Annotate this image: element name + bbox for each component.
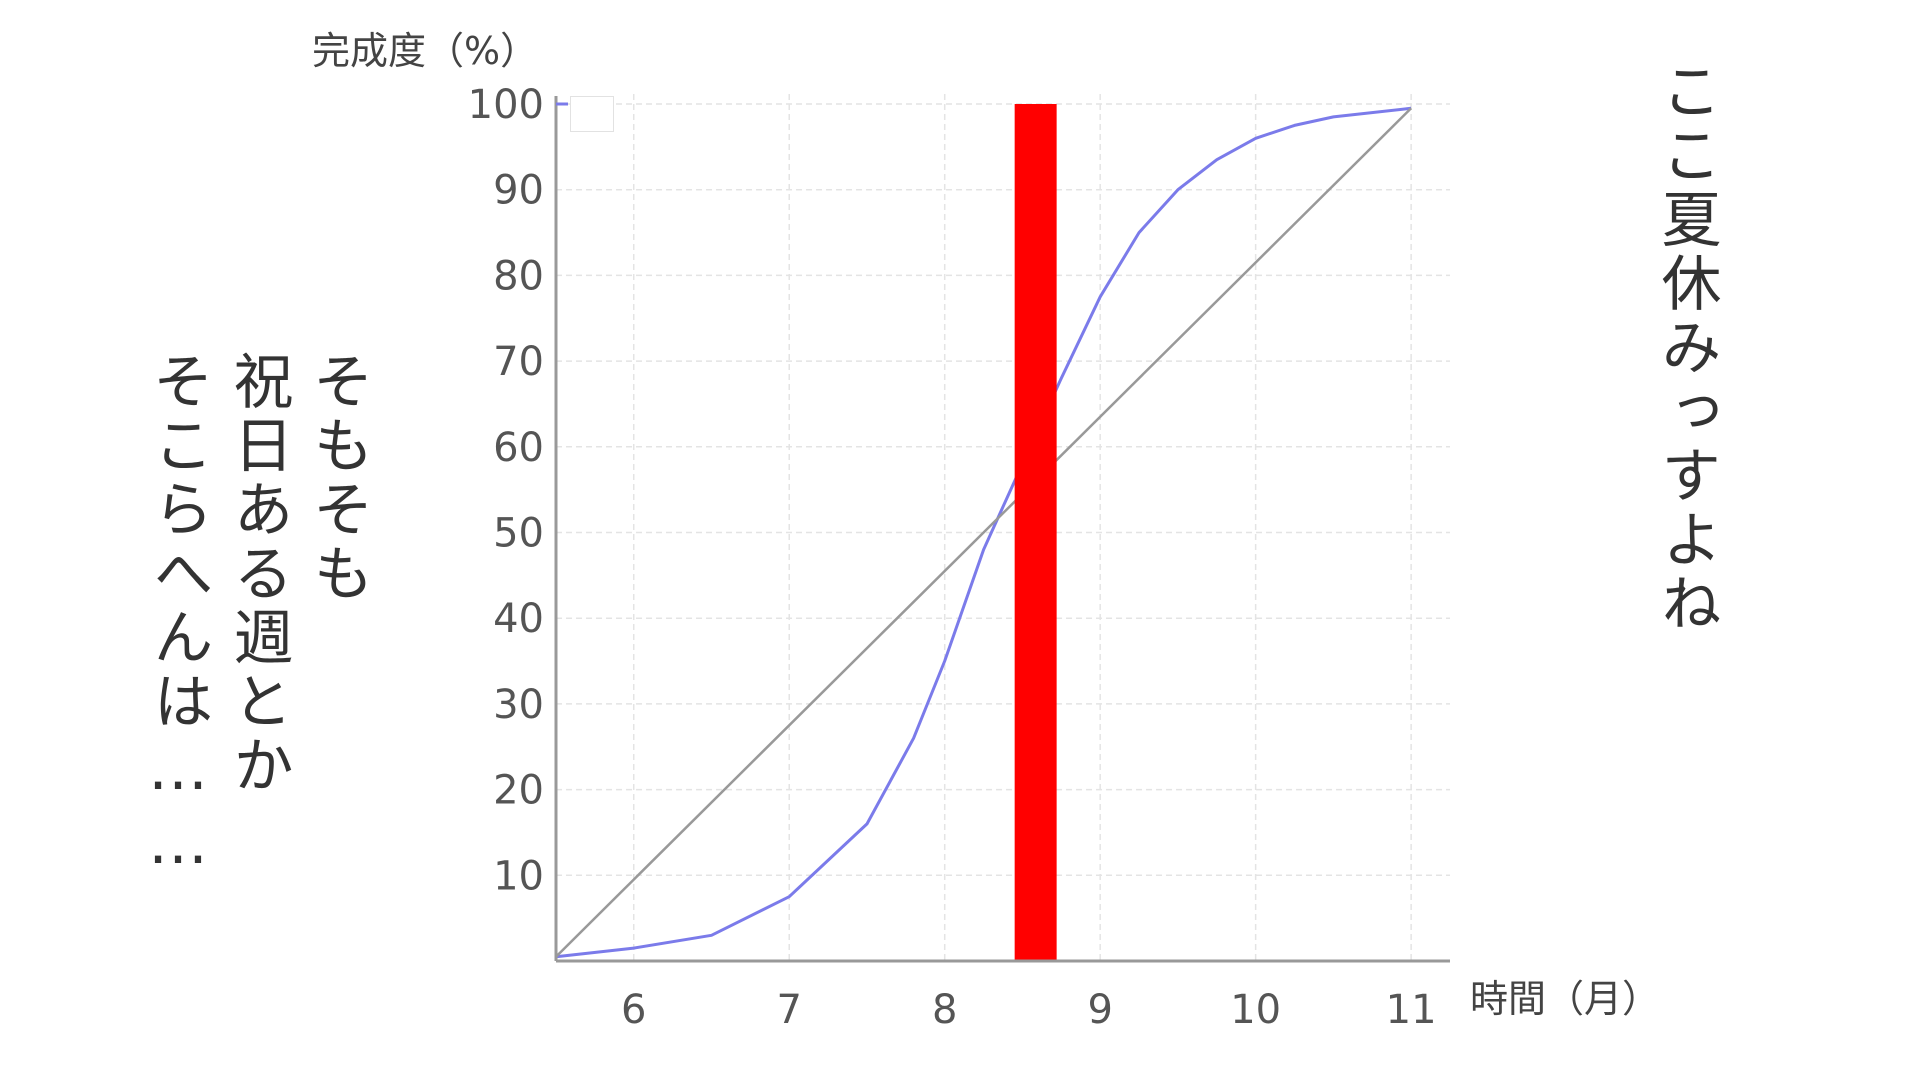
x-axis-title: 時間（月） [1470, 977, 1660, 1021]
y-tick-label: 40 [493, 596, 544, 642]
highlight-band-group [1014, 104, 1057, 961]
y-tick-label: 70 [493, 339, 544, 385]
y-tick-label: 100 [468, 82, 544, 128]
highlight-band [1014, 104, 1057, 961]
note-left-line-2: 祝日ある週とか [223, 350, 293, 798]
y-ticks: 10 20 30 40 50 60 70 80 90 100 [468, 82, 568, 899]
x-tick-label: 9 [1087, 987, 1112, 1033]
y-tick-label: 60 [493, 425, 544, 471]
y-tick-label: 20 [493, 768, 544, 814]
note-right: ここ夏休みっすよね [1651, 60, 1721, 636]
x-ticks: 6 7 8 9 10 11 [621, 987, 1437, 1033]
note-left: そもそも 祝日ある週とか そこらへんは…… [118, 350, 378, 910]
y-axis-title: 完成度（%） [312, 29, 538, 73]
grid [556, 94, 1450, 961]
x-tick-label: 11 [1386, 987, 1437, 1033]
x-tick-label: 6 [621, 987, 646, 1033]
x-tick-label: 10 [1230, 987, 1281, 1033]
note-left-line-1: そもそも [303, 350, 373, 606]
y-tick-label: 80 [493, 253, 544, 299]
y-tick-label: 30 [493, 682, 544, 728]
series-group [555, 106, 1412, 959]
y-tick-label: 50 [493, 511, 544, 557]
y-tick-label: 10 [493, 853, 544, 899]
y-tick-label: 90 [493, 168, 544, 214]
x-tick-label: 7 [776, 987, 801, 1033]
note-left-line-3: そこらへんは…… [143, 350, 213, 882]
x-tick-label: 8 [932, 987, 957, 1033]
legend [570, 96, 614, 132]
axes [554, 96, 1450, 963]
series-line-2 [555, 107, 1412, 958]
